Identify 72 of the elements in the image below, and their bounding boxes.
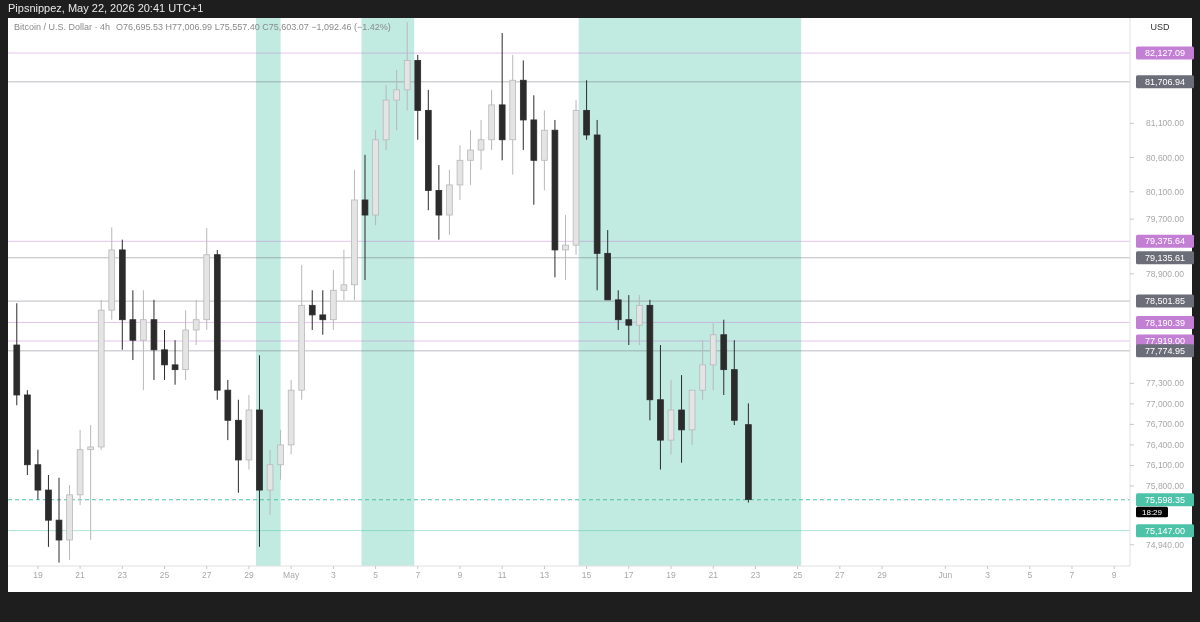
- ref-line-label: 78,501.85: [1144, 296, 1186, 307]
- ref-line-label: 79,375.64: [1144, 236, 1186, 247]
- ref-line-label: 78,190.39: [1144, 317, 1186, 328]
- y-tick-label: 76,100.00: [1146, 460, 1185, 471]
- x-tick-label: May: [283, 570, 300, 580]
- y-tick-label: 79,700.00: [1146, 214, 1185, 225]
- x-tick-label: 21: [708, 570, 719, 580]
- ref-line-label: 75,598.35: [1144, 494, 1186, 505]
- ref-line-label: 79,135.61: [1144, 252, 1186, 263]
- ref-line-label: 81,706.94: [1144, 76, 1186, 87]
- x-tick-label: 3: [330, 570, 336, 580]
- candlestick: [277, 429, 284, 481]
- y-tick-label: 81,100.00: [1146, 118, 1185, 129]
- candlestick: [140, 289, 147, 391]
- x-tick-label: 19: [33, 570, 43, 580]
- candlestick: [87, 424, 94, 541]
- candlestick: [467, 129, 474, 186]
- text: Pipsnippez, May 22, 2026 20:41 UTC+1: [8, 2, 204, 14]
- x-tick-label: 7: [415, 570, 421, 580]
- candlestick: [625, 294, 633, 346]
- x-tick-label: 5: [373, 570, 379, 580]
- candlestick: [614, 289, 622, 331]
- candlestick: [55, 477, 63, 564]
- chart-title: Bitcoin / U.S. Dollar · 4h: [14, 22, 111, 32]
- candlestick: [192, 299, 200, 346]
- x-tick-label: 11: [497, 570, 507, 580]
- candlestick: [393, 69, 400, 131]
- x-tick-label: 23: [750, 570, 761, 580]
- x-tick-label: Jun: [938, 570, 953, 580]
- y-tick-label: 77,300.00: [1146, 378, 1185, 389]
- ref-line-label: 82,127.09: [1144, 48, 1186, 59]
- candlestick: [171, 339, 179, 386]
- candlestick: [562, 214, 569, 281]
- x-tick-label: 19: [666, 570, 676, 580]
- ref-line-label: 77,774.95: [1144, 345, 1186, 356]
- x-tick-label: 25: [159, 570, 170, 580]
- y-tick-label: 77,000.00: [1146, 398, 1185, 409]
- candlestick: [129, 289, 137, 361]
- x-tick-label: 9: [457, 570, 463, 580]
- y-axis-title: USD: [1150, 22, 1170, 32]
- y-tick-label: 76,400.00: [1146, 439, 1185, 450]
- ref-line-label: 77,919.00: [1144, 336, 1186, 347]
- x-tick-label: 27: [201, 570, 212, 580]
- candlestick: [308, 289, 316, 331]
- y-tick-label: 78,900.00: [1146, 268, 1185, 279]
- x-tick-label: 15: [581, 570, 592, 580]
- y-tick-label: 76,700.00: [1146, 419, 1185, 430]
- candlestick: [161, 329, 168, 381]
- x-tick-label: 25: [792, 570, 803, 580]
- candlestick: [678, 374, 685, 464]
- candlestick: [361, 154, 369, 281]
- x-tick-label: 9: [1111, 570, 1117, 580]
- y-tick-label: 80,100.00: [1146, 186, 1185, 197]
- candlestick: [636, 294, 643, 346]
- x-tick-label: 17: [624, 570, 634, 580]
- candlestick: [319, 289, 327, 336]
- x-tick-label: 21: [75, 570, 86, 580]
- x-tick-label: 5: [1027, 570, 1033, 580]
- x-tick-label: 29: [244, 570, 254, 580]
- x-tick-label: 23: [117, 570, 128, 580]
- y-tick-label: 75,800.00: [1146, 480, 1185, 491]
- y-tick-label: 74,940.00: [1146, 539, 1185, 550]
- candlestick: [477, 119, 485, 171]
- candlestick: [340, 249, 348, 301]
- x-tick-label: 7: [1069, 570, 1075, 580]
- x-tick-label: 13: [539, 570, 550, 580]
- x-tick-label: 29: [877, 570, 888, 580]
- y-tick-label: 80,600.00: [1146, 152, 1185, 163]
- text: 18:29: [1141, 507, 1163, 517]
- x-tick-label: 27: [835, 570, 845, 580]
- ref-line-label: 75,147.00: [1144, 525, 1186, 536]
- x-tick-label: 3: [985, 570, 991, 580]
